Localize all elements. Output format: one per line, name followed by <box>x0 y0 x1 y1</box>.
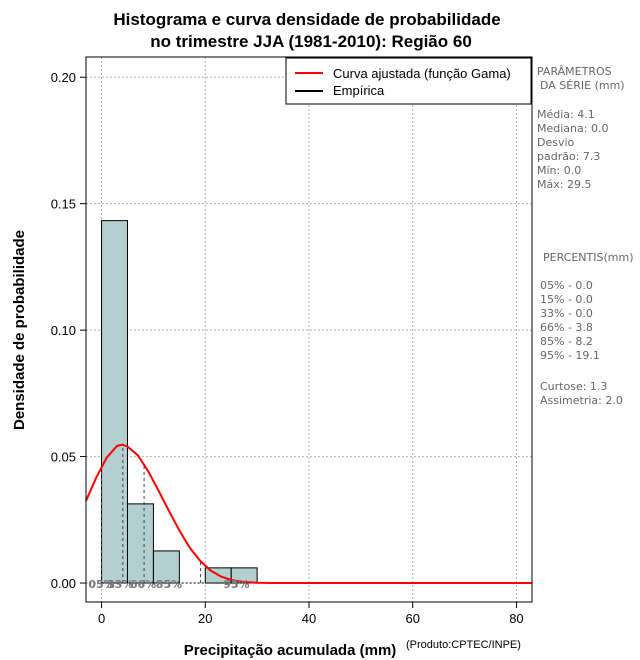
params-title-2: DA SÉRIE (mm) <box>540 79 625 92</box>
x-tick-label-3: 60 <box>405 611 419 626</box>
stat-assimetria: Assimetria: 2.0 <box>540 394 623 407</box>
stat-mediana: Mediana: 0.0 <box>537 122 608 135</box>
x-tick-label-2: 40 <box>302 611 316 626</box>
percentile-label-0: 05% <box>88 578 114 591</box>
percentil-66: 66% - 3.8 <box>540 321 593 334</box>
stat-max: Máx: 29.5 <box>537 178 591 191</box>
legend: Curva ajustada (função Gama) Empírica <box>285 57 532 105</box>
x-ticks: 0 20 40 60 80 <box>98 602 524 626</box>
y-axis-label: Densidade de probabilidade <box>11 230 28 430</box>
gamma-curve-line <box>85 443 532 585</box>
histogram-bar-0 <box>101 220 128 584</box>
percentil-05: 05% - 0.0 <box>540 279 593 292</box>
histogram-bar-1 <box>126 503 154 584</box>
curve-layer <box>85 443 532 585</box>
y-tick-label-1: 0.05 <box>51 450 76 465</box>
chart-title-line1: Histograma e curva densidade de probabil… <box>113 10 500 29</box>
x-tick-label-1: 20 <box>198 611 212 626</box>
percentis-title: PERCENTIS(mm) <box>543 251 634 264</box>
x-axis-label: Precipitação acumulada (mm) <box>184 642 397 659</box>
stat-desvio-2: padrão: 7.3 <box>537 150 600 163</box>
stat-media: Média: 4.1 <box>537 108 595 121</box>
x-tick-label-0: 0 <box>98 611 105 626</box>
histogram-bar-2 <box>152 550 180 584</box>
percentil-85: 85% - 8.2 <box>540 335 593 348</box>
y-tick-label-2: 0.10 <box>51 323 76 338</box>
y-tick-label-4: 0.20 <box>51 70 76 85</box>
legend-label-gamma: Curva ajustada (função Gama) <box>333 66 511 81</box>
percentil-33: 33% - 0.0 <box>540 307 593 320</box>
y-ticks: 0.00 0.05 0.10 0.15 0.20 <box>51 70 86 591</box>
stat-desvio-1: Desvio <box>537 136 575 149</box>
histogram-bar-5 <box>230 567 258 584</box>
percentile-label-4: 95% <box>223 578 249 591</box>
y-tick-label-3: 0.15 <box>51 197 76 212</box>
percentile-labels-layer: 05%33%66% 85% 95% <box>88 578 249 591</box>
y-tick-label-0: 0.00 <box>51 576 76 591</box>
percentil-95: 95% - 19.1 <box>540 349 600 362</box>
credit-text: (Produto:CPTEC/INPE) <box>406 639 521 651</box>
percentile-label-2: 66% <box>130 578 156 591</box>
chart-title-line2: no trimestre JJA (1981-2010): Região 60 <box>150 32 472 51</box>
stat-min: Mín: 0.0 <box>537 164 581 177</box>
side-panel: PARÂMETROS DA SÉRIE (mm) Média: 4.1 Medi… <box>537 65 634 407</box>
x-tick-label-4: 80 <box>509 611 523 626</box>
params-title-1: PARÂMETROS <box>537 65 612 78</box>
legend-label-empirical: Empírica <box>333 83 385 98</box>
percentil-15: 15% - 0.0 <box>540 293 593 306</box>
percentile-label-1: 33% <box>107 578 133 591</box>
stat-curtose: Curtose: 1.3 <box>540 380 607 393</box>
percentile-lines-layer <box>101 444 202 584</box>
percentile-label-3: 85% <box>156 578 182 591</box>
legend-box <box>285 57 532 105</box>
